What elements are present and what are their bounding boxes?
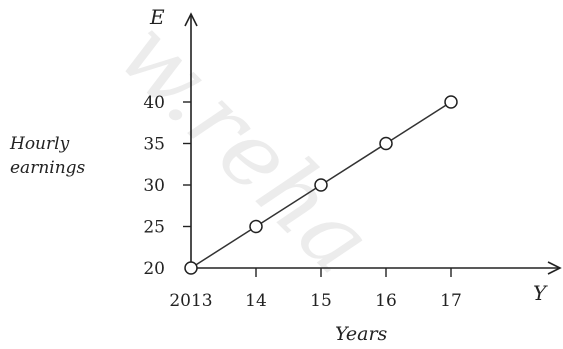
y-tick-label: 20 [143, 259, 165, 279]
y-tick-label: 40 [143, 93, 165, 113]
y-axis-arrow-icon [184, 12, 198, 27]
y-tick-label: 25 [143, 218, 165, 238]
x-axis-label: Years [335, 323, 388, 345]
data-point [379, 136, 393, 151]
x-tick-label: 16 [375, 291, 397, 311]
x-ticks: 2013 14 15 16 17 [169, 268, 462, 311]
x-tick-label: 15 [310, 291, 332, 311]
y-tick-label: 35 [143, 135, 165, 155]
y-ticks: 20 25 30 35 40 [143, 93, 191, 279]
y-axis-label-line1: Hourly [9, 134, 70, 154]
data-point [314, 178, 328, 192]
data-point [184, 261, 198, 275]
x-axis-letter: Y [533, 281, 548, 305]
y-tick-label: 30 [143, 176, 165, 196]
x-tick-label: 14 [245, 291, 267, 311]
y-axis-letter: E [149, 5, 165, 29]
data-point [444, 95, 458, 109]
data-points [184, 95, 458, 275]
x-tick-label: 17 [440, 291, 462, 311]
y-axis-label-line2: earnings [10, 158, 86, 178]
x-tick-label: 2013 [169, 291, 212, 311]
data-point [249, 219, 263, 234]
x-axis-arrow-icon [547, 261, 562, 275]
